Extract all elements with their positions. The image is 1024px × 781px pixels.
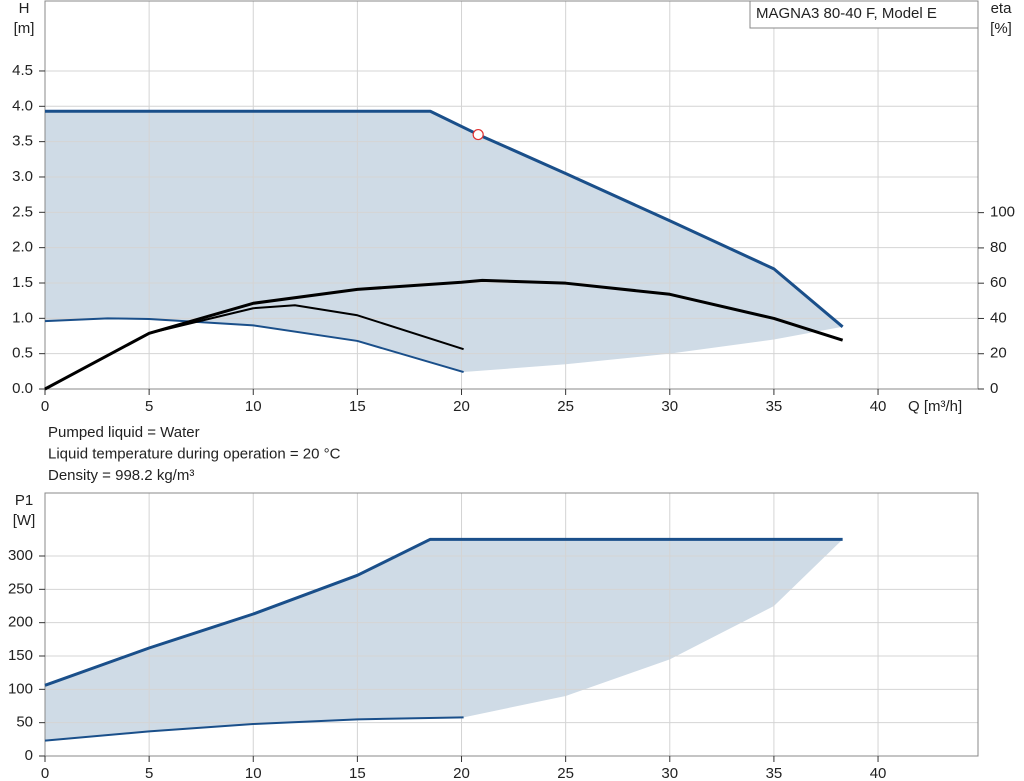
y2-axis-label: eta [991,0,1013,17]
x-tick-label: 35 [766,765,783,781]
y-tick-label: 4.0 [12,97,33,114]
y-tick-label: 3.5 [12,133,33,150]
y-tick-label: 4.5 [12,62,33,79]
curve [44,304,464,390]
y-tick-label: 0.0 [12,380,33,397]
y2-tick-label: 20 [990,345,1007,362]
curve [44,317,464,373]
chart-title: MAGNA3 80-40 F, Model E [756,5,937,22]
y-axis-label: P1 [15,492,33,509]
note: Density = 998.2 kg/m³ [48,467,194,484]
x-axis-label: Q [m³/h] [908,398,962,415]
y2-tick-label: 100 [990,204,1015,221]
y2-axis-label: [%] [990,20,1012,37]
x-tick-label: 15 [349,398,366,415]
note: Pumped liquid = Water [48,424,200,441]
x-tick-label: 0 [41,398,49,415]
x-tick-label: 20 [453,765,470,781]
y-tick-label: 2.0 [12,239,33,256]
curve [44,278,844,391]
y-tick-label: 3.0 [12,168,33,185]
title-box [749,0,979,29]
x-tick-label: 5 [145,765,153,781]
y-tick-label: 150 [8,647,33,664]
plot-frame [44,492,979,757]
y-tick-label: 250 [8,580,33,597]
y-axis-label: H [19,0,30,17]
duty-point [472,128,484,141]
curve [44,716,464,742]
x-tick-label: 25 [557,398,574,415]
y-tick-label: 2.5 [12,203,33,220]
x-tick-label: 5 [145,398,153,415]
x-tick-label: 25 [557,765,574,781]
y-tick-label: 300 [8,547,33,564]
x-tick-label: 30 [661,765,678,781]
y-axis-label: [W] [13,512,36,529]
y2-tick-label: 0 [990,380,998,397]
x-tick-label: 15 [349,765,366,781]
x-tick-label: 40 [870,765,887,781]
x-tick-label: 20 [453,398,470,415]
y-tick-label: 0.5 [12,345,33,362]
y-axis-label: [m] [14,20,35,37]
y-tick-label: 50 [16,714,33,731]
y2-tick-label: 60 [990,274,1007,291]
x-tick-label: 10 [245,765,262,781]
curve [45,109,844,328]
x-tick-label: 35 [766,398,783,415]
note: Liquid temperature during operation = 20… [48,445,341,462]
y-tick-label: 1.5 [12,274,33,291]
y-tick-label: 200 [8,614,33,631]
y2-tick-label: 80 [990,239,1007,256]
x-tick-label: 10 [245,398,262,415]
y2-tick-label: 40 [990,309,1007,326]
plot-frame [44,0,979,390]
y-tick-label: 0 [25,747,33,764]
curve [44,537,843,687]
x-tick-label: 30 [661,398,678,415]
x-tick-label: 40 [870,398,887,415]
x-tick-label: 0 [41,765,49,781]
y-tick-label: 1.0 [12,309,33,326]
y-tick-label: 100 [8,680,33,697]
